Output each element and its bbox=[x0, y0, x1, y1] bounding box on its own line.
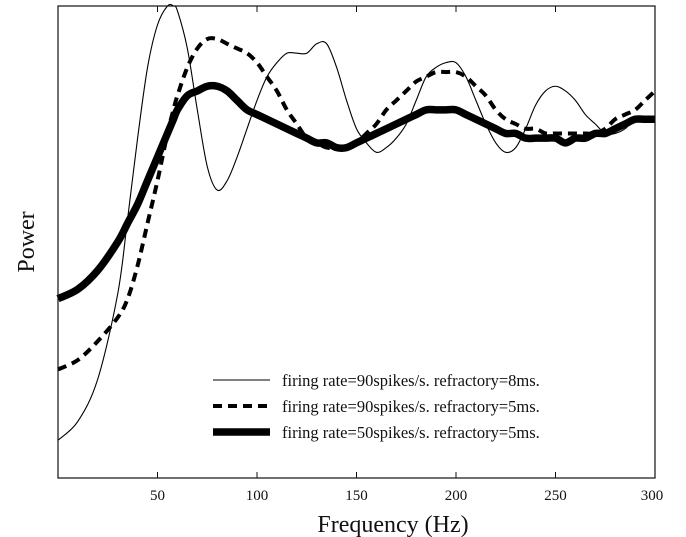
legend-label-1: firing rate=90spikes/s. refractory=8ms. bbox=[282, 371, 540, 390]
x-tick-label: 150 bbox=[345, 488, 368, 504]
x-tick-label: 200 bbox=[445, 488, 468, 504]
x-tick-label: 300 bbox=[641, 488, 664, 504]
x-axis-label: Frequency (Hz) bbox=[317, 512, 468, 537]
x-tick-label: 100 bbox=[246, 488, 269, 504]
legend-label-2: firing rate=90spikes/s. refractory=5ms. bbox=[282, 397, 540, 416]
x-ticks: 50 100 150 200 250 300 bbox=[150, 6, 663, 504]
legend-label-3: firing rate=50spikes/s. refractory=5ms. bbox=[282, 423, 540, 442]
x-tick-label: 250 bbox=[544, 488, 567, 504]
legend: firing rate=90spikes/s. refractory=8ms. f… bbox=[213, 371, 540, 442]
series-line-2 bbox=[57, 36, 657, 372]
x-tick-label: 50 bbox=[150, 488, 165, 504]
series-line-3 bbox=[56, 81, 655, 303]
y-axis-label: Power bbox=[14, 211, 40, 272]
plot-area bbox=[58, 6, 655, 478]
